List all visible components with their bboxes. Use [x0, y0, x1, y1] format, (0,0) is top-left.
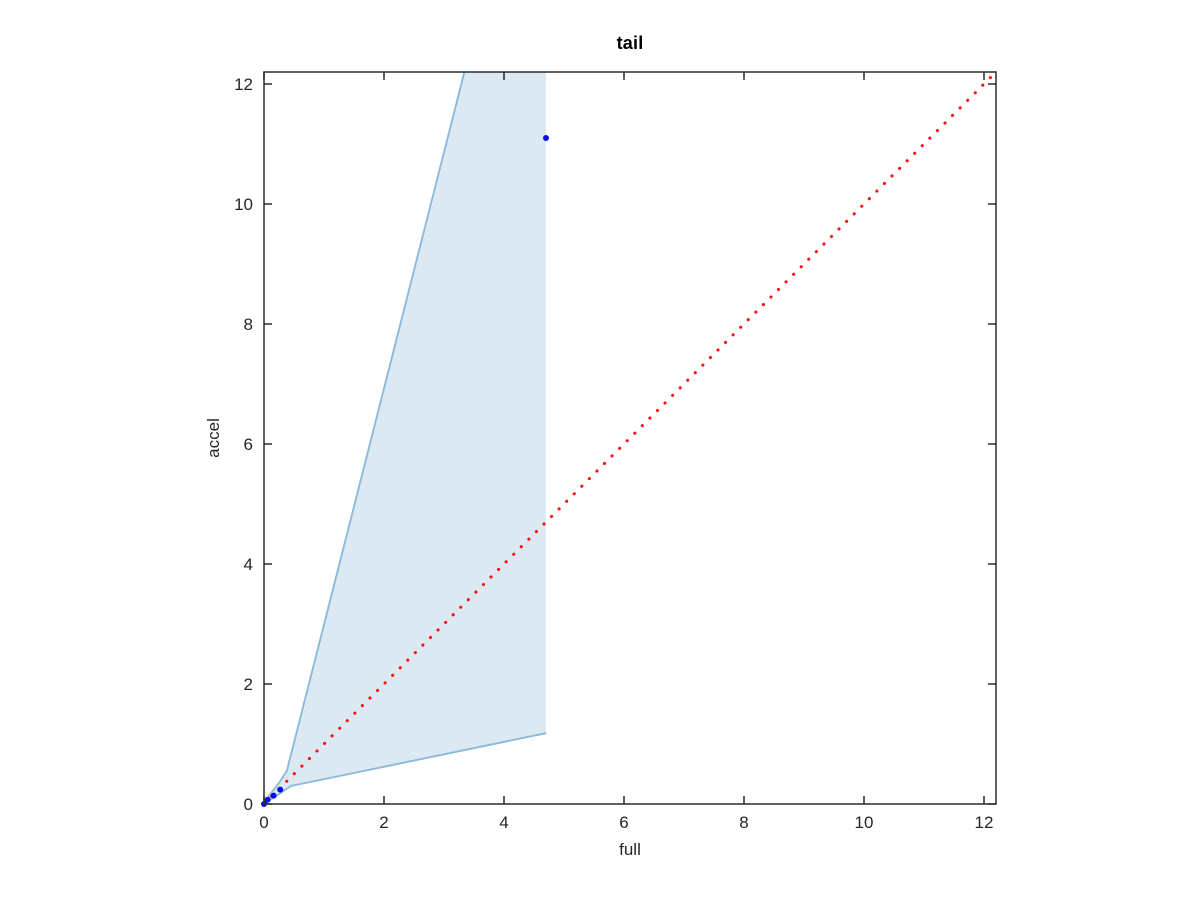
y-tick-label: 0: [244, 795, 253, 814]
x-axis-label: full: [619, 840, 641, 859]
x-tick-label: 2: [379, 813, 388, 832]
y-tick-label: 8: [244, 315, 253, 334]
y-axis-label: accel: [204, 418, 223, 458]
x-tick-label: 10: [855, 813, 874, 832]
x-tick-label: 6: [619, 813, 628, 832]
x-tick-label: 4: [499, 813, 508, 832]
y-tick-label: 6: [244, 435, 253, 454]
axes-box: [263, 71, 997, 805]
y-tick-label: 12: [234, 75, 253, 94]
data-point: [264, 796, 271, 803]
x-tick-label: 12: [975, 813, 994, 832]
chart-title: tail: [616, 33, 644, 53]
identity-line: [262, 70, 998, 806]
y-tick-label: 10: [234, 195, 253, 214]
y-tick-label: 4: [244, 555, 253, 574]
prediction-band-fill: [264, 72, 546, 804]
x-tick-label: 8: [739, 813, 748, 832]
data-point: [543, 135, 549, 141]
y-tick-label: 2: [244, 675, 253, 694]
x-tick-label: 0: [259, 813, 268, 832]
data-point: [270, 792, 277, 799]
data-point: [277, 786, 284, 793]
